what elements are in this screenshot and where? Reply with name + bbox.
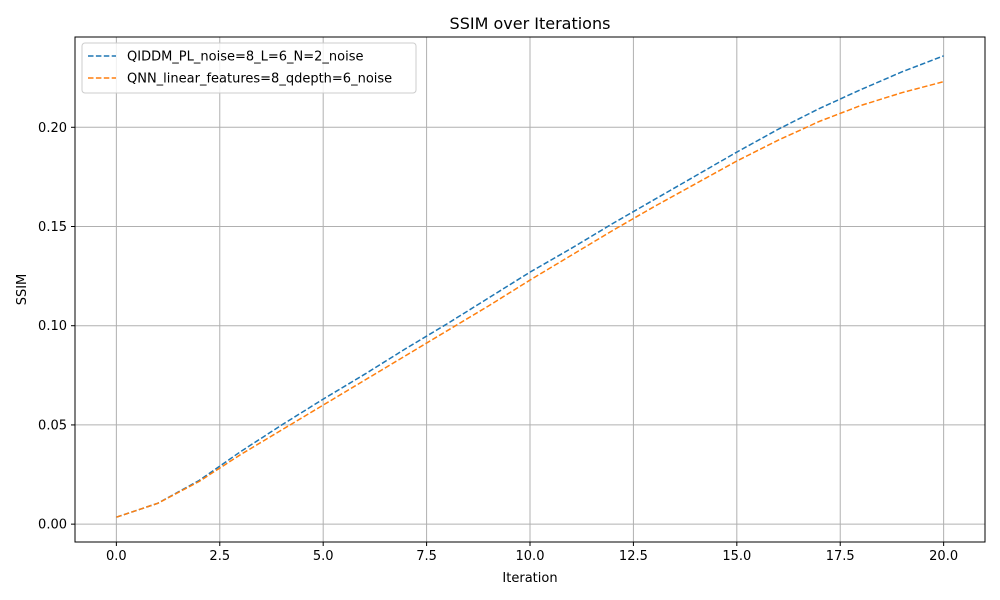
- x-tick-label: 2.5: [209, 549, 230, 564]
- y-axis-ticks: 0.00 0.05 0.10 0.15 0.20: [38, 121, 75, 533]
- x-tick-label: 0.0: [106, 549, 127, 564]
- y-tick-label: 0.10: [38, 319, 67, 334]
- chart-title: SSIM over Iterations: [450, 14, 611, 33]
- x-tick-label: 17.5: [826, 549, 855, 564]
- y-axis-label: SSIM: [15, 274, 30, 306]
- y-tick-label: 0.05: [38, 418, 67, 433]
- x-grid: [115, 37, 945, 542]
- x-axis-ticks: 0.0 2.5 5.0 7.5 10.0 12.5 15.0 17.5 20.0: [106, 542, 958, 564]
- plot-area: [74, 36, 986, 543]
- x-tick-label: 7.5: [416, 549, 437, 564]
- legend-box: [81, 42, 417, 94]
- series-line-2: [116, 80, 944, 518]
- legend-label-series-1: QIDDM_PL_noise=8_L=6_N=2_noise: [127, 50, 364, 65]
- legend-label-series-2: QNN_linear_features=8_qdepth=6_noise: [127, 72, 392, 87]
- legend: QIDDM_PL_noise=8_L=6_N=2_noise QNN_linea…: [81, 42, 417, 94]
- x-tick-label: 15.0: [722, 549, 751, 564]
- x-tick-label: 10.0: [516, 549, 545, 564]
- series-layer: [116, 55, 944, 518]
- y-grid: [75, 126, 985, 525]
- y-tick-label: 0.20: [38, 121, 67, 136]
- x-tick-label: 5.0: [313, 549, 334, 564]
- x-tick-label: 20.0: [929, 549, 958, 564]
- y-tick-label: 0.00: [38, 518, 67, 533]
- x-axis-label: Iteration: [502, 571, 557, 586]
- y-tick-label: 0.15: [38, 220, 67, 235]
- series-line-1: [116, 55, 944, 518]
- x-tick-label: 12.5: [619, 549, 648, 564]
